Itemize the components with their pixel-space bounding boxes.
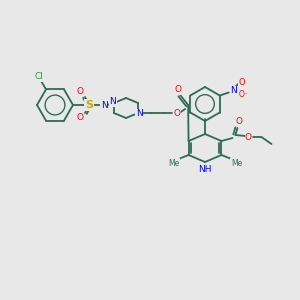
Text: Me: Me: [231, 158, 242, 167]
Text: N: N: [110, 98, 116, 106]
Text: O: O: [236, 118, 243, 127]
Text: NH: NH: [198, 166, 212, 175]
Text: O⁻: O⁻: [239, 90, 249, 99]
Text: O: O: [175, 85, 182, 94]
Text: N: N: [230, 86, 237, 95]
Text: N: N: [100, 100, 107, 109]
Text: Me: Me: [168, 158, 179, 167]
Text: S: S: [85, 100, 93, 110]
Text: O: O: [76, 88, 83, 97]
Text: Cl: Cl: [34, 72, 43, 81]
Text: O: O: [76, 113, 83, 122]
Text: O: O: [245, 133, 252, 142]
Text: N: N: [136, 110, 142, 118]
Text: O: O: [174, 109, 181, 118]
Text: O: O: [238, 78, 245, 87]
